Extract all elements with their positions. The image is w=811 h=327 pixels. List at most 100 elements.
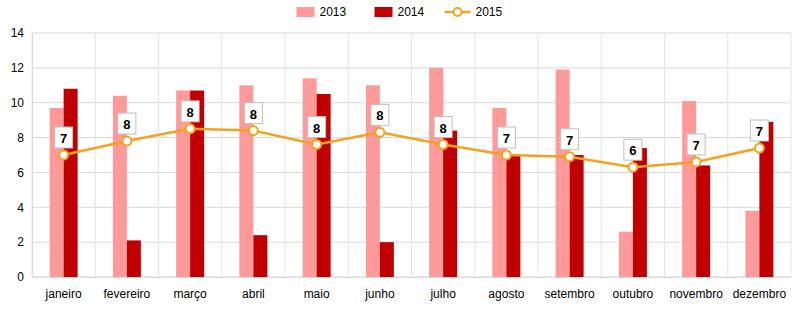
data-label: 8: [376, 108, 383, 123]
x-axis: janeirofevereiromarçoabrilmaiojunhojulho…: [33, 277, 792, 301]
marker: [186, 124, 195, 133]
data-label-box: [687, 134, 705, 155]
data-label: 8: [313, 121, 320, 136]
y-tick: 10: [11, 96, 32, 110]
data-label: 7: [693, 138, 700, 153]
y-tick-label: 6: [17, 166, 24, 180]
marker: [439, 140, 448, 149]
data-label-box: [561, 129, 579, 150]
data-label: 7: [503, 131, 510, 146]
x-tick-label: junho: [364, 287, 395, 301]
bar: [570, 155, 584, 277]
bar: [506, 155, 520, 277]
y-tick: 8: [17, 131, 32, 145]
legend-swatch: [375, 7, 393, 17]
x-tick: outubro: [613, 277, 654, 301]
bar: [64, 89, 78, 277]
marker: [565, 152, 574, 161]
bar: [429, 68, 443, 277]
legend-label: 2013: [320, 5, 347, 19]
y-tick-label: 2: [17, 235, 24, 249]
x-tick: abril: [242, 277, 265, 301]
data-label-box: [434, 117, 452, 138]
x-tick: dezembro: [733, 277, 787, 301]
x-tick-label: agosto: [488, 287, 524, 301]
x-tick-label: fevereiro: [104, 287, 151, 301]
data-label-box: [181, 101, 199, 122]
y-tick: 12: [11, 61, 32, 75]
data-label: 8: [187, 105, 194, 120]
x-tick-label: maio: [304, 287, 330, 301]
y-tick-label: 0: [17, 270, 24, 284]
grid: [32, 33, 791, 277]
marker: [59, 151, 68, 160]
data-label: 8: [250, 107, 257, 122]
data-label: 7: [60, 131, 67, 146]
category-separator: [348, 33, 349, 277]
marker: [692, 157, 701, 166]
legend: 2013 2014 2015: [297, 5, 503, 19]
category-separator: [474, 33, 475, 277]
data-label: 8: [440, 121, 447, 136]
category-separator: [158, 33, 159, 277]
x-tick-label: julho: [429, 287, 456, 301]
y-tick: 4: [17, 201, 32, 215]
bar: [127, 240, 141, 277]
marker: [375, 128, 384, 137]
bar: [303, 78, 317, 277]
legend-swatch: [297, 7, 315, 17]
marker: [312, 140, 321, 149]
y-tick: 0: [17, 270, 32, 284]
bar: [619, 232, 633, 277]
bar: [745, 211, 759, 277]
chart: 02468101214janeirofevereiromarçoabrilmai…: [0, 0, 811, 327]
x-tick-label: setembro: [545, 287, 595, 301]
category-separator: [32, 33, 33, 277]
legend-label: 2014: [398, 5, 425, 19]
y-tick: 14: [11, 26, 32, 40]
category-separator: [285, 33, 286, 277]
x-axis-line: [33, 277, 792, 278]
legend-swatch: [454, 8, 462, 16]
data-label: 7: [756, 124, 763, 139]
legend-label: 2015: [476, 5, 503, 19]
y-tick: 2: [17, 235, 32, 249]
y-tick-label: 8: [17, 131, 24, 145]
bar: [556, 70, 570, 277]
x-tick: maio: [304, 277, 330, 301]
y-tick-label: 10: [11, 96, 25, 110]
category-separator: [601, 33, 602, 277]
bar: [443, 131, 457, 277]
x-tick: fevereiro: [104, 277, 151, 301]
data-label-box: [118, 113, 136, 134]
data-label-box: [371, 104, 389, 125]
x-tick-label: dezembro: [733, 287, 787, 301]
category-separator: [791, 33, 792, 277]
x-tick-label: março: [173, 287, 207, 301]
y-axis-line: [32, 34, 33, 278]
data-label-box: [308, 117, 326, 138]
x-tick: março: [173, 277, 207, 301]
bar: [253, 235, 267, 277]
bar: [696, 165, 710, 277]
data-label-box: [55, 127, 73, 148]
data-labels: 788888877677: [55, 101, 769, 160]
category-separator: [221, 33, 222, 277]
x-tick: novembro: [669, 277, 723, 301]
data-label-box: [244, 103, 262, 124]
category-separator: [664, 33, 665, 277]
marker: [628, 163, 637, 172]
category-separator: [411, 33, 412, 277]
y-axis: 0 2 4 6 8 10 12 14: [11, 26, 33, 284]
x-tick: julho: [429, 277, 456, 301]
plot-marks: [50, 68, 774, 277]
x-tick-label: outubro: [613, 287, 654, 301]
bar: [380, 242, 394, 277]
data-label: 7: [566, 133, 573, 148]
data-label-box: [750, 120, 768, 141]
x-tick-label: novembro: [669, 287, 723, 301]
line: [64, 129, 760, 167]
marker: [755, 144, 764, 153]
x-tick: setembro: [545, 277, 595, 301]
y-tick-label: 14: [11, 26, 25, 40]
